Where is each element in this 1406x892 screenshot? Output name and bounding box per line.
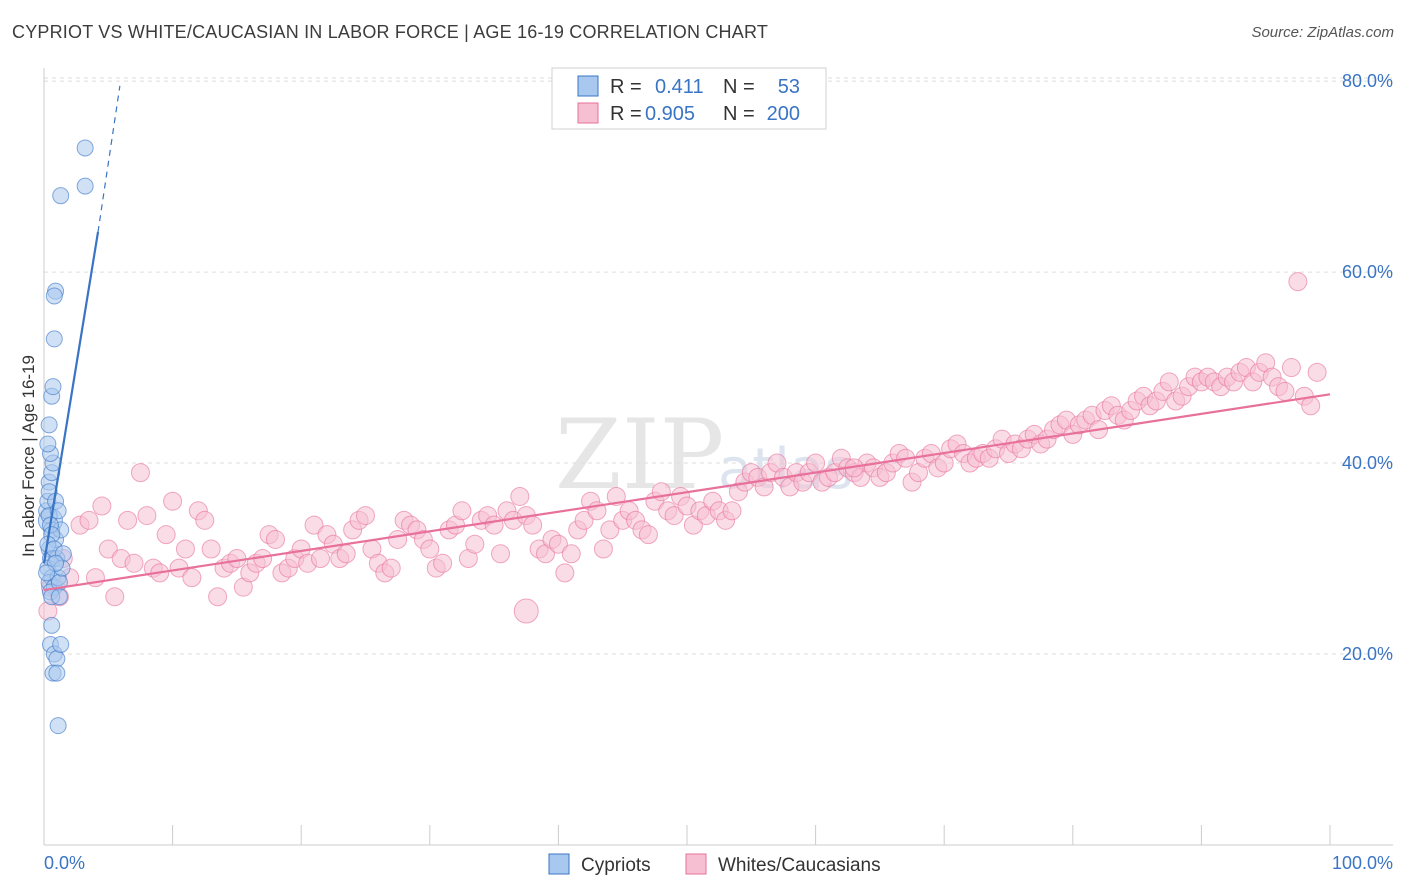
legend-r-value-cypriots: 0.411: [655, 76, 704, 98]
whites-point: [182, 568, 202, 588]
whites-point: [208, 587, 228, 607]
bottom-legend-whites: Whites/Caucasians: [718, 855, 881, 876]
whites-point: [356, 506, 375, 526]
whites-point: [1159, 372, 1179, 392]
cypriots-point: [45, 330, 63, 348]
cypriots-points: [37, 139, 94, 735]
whites-point: [510, 486, 530, 506]
whites-point: [137, 506, 157, 526]
whites-point: [555, 563, 575, 583]
trend-lines: [42, 85, 1331, 592]
cypriots-trend-line: [42, 231, 100, 564]
legend-n-value-whites: 200: [767, 103, 800, 125]
chart-title: CYPRIOT VS WHITE/CAUCASIAN IN LABOR FORC…: [12, 22, 769, 42]
cypriots-trend-extension: [97, 85, 121, 233]
y-tick-label-80: 80.0%: [1342, 71, 1393, 91]
cypriots-point: [49, 717, 67, 735]
cypriots-point: [45, 287, 63, 305]
whites-point: [561, 544, 581, 564]
whites-point: [491, 544, 511, 564]
whites-point: [304, 515, 324, 535]
whites-point: [1275, 381, 1295, 401]
whites-point: [574, 510, 594, 530]
top-legend: R = 0.411 N = 53 R = 0.905 N = 200: [551, 67, 827, 130]
legend-n-label-cypriots: N =: [723, 76, 755, 98]
x-tick-min: 0.0%: [44, 853, 85, 873]
cypriots-point: [44, 378, 62, 396]
x-tick-max: 100.0%: [1332, 853, 1393, 873]
whites-point: [722, 501, 742, 521]
whites-point: [600, 520, 620, 540]
legend-n-label-whites: N =: [723, 103, 755, 125]
bottom-legend-cypriots: Cypriots: [581, 855, 651, 876]
bottom-legend-swatch-cypriots: [548, 853, 570, 875]
cypriots-point: [39, 435, 57, 453]
cypriots-point: [52, 187, 70, 205]
cypriots-point: [48, 650, 66, 668]
whites-point: [79, 510, 99, 530]
whites-point: [130, 463, 150, 483]
cypriots-point: [52, 635, 70, 653]
whites-point: [593, 539, 613, 559]
whites-point: [118, 510, 138, 530]
y-axis-title: In Labor Force | Age 16-19: [19, 355, 38, 557]
legend-r-label-cypriots: R =: [610, 76, 642, 98]
whites-point: [1307, 362, 1327, 382]
whites-point: [664, 506, 684, 526]
whites-point: [163, 491, 183, 511]
whites-trend-line: [43, 393, 1331, 592]
whites-point: [513, 598, 539, 624]
whites-point: [452, 501, 472, 521]
whites-point: [1281, 358, 1301, 378]
whites-point: [548, 534, 568, 554]
whites-point: [420, 539, 440, 559]
source-label: Source: ZipAtlas.com: [1251, 24, 1394, 41]
whites-point: [606, 486, 626, 506]
cypriots-point: [76, 177, 94, 195]
watermark-main: ZIP: [555, 399, 724, 511]
whites-point: [265, 529, 285, 549]
cypriots-point: [48, 664, 66, 682]
whites-point: [388, 529, 408, 549]
whites-point: [195, 510, 215, 530]
y-tick-labels: 20.0% 40.0% 60.0% 80.0%: [1342, 71, 1393, 664]
y-tick-label-20: 20.0%: [1342, 644, 1393, 664]
whites-point: [92, 496, 112, 516]
cypriots-point: [50, 588, 68, 606]
whites-point: [201, 539, 221, 559]
legend-r-label-whites: R =: [610, 103, 642, 125]
bottom-legend: Cypriots Whites/Caucasians: [548, 853, 881, 876]
y-tick-label-40: 40.0%: [1342, 453, 1393, 473]
whites-point: [227, 549, 247, 569]
whites-point: [336, 544, 356, 564]
legend-swatch-cypriots: [577, 75, 599, 97]
cypriots-point: [43, 616, 61, 634]
whites-point: [156, 525, 176, 545]
whites-point: [484, 515, 504, 535]
legend-n-value-cypriots: 53: [778, 76, 800, 98]
whites-point: [465, 534, 485, 554]
whites-point: [124, 553, 144, 573]
whites-point: [806, 453, 826, 473]
y-tick-label-60: 60.0%: [1342, 262, 1393, 282]
cypriots-point: [76, 139, 94, 157]
whites-point: [175, 539, 195, 559]
legend-r-value-whites: 0.905: [645, 103, 695, 125]
cypriots-point: [40, 416, 58, 434]
bottom-legend-swatch-whites: [685, 853, 707, 875]
whites-point: [1301, 396, 1321, 416]
whites-point: [105, 587, 125, 607]
whites-point: [638, 525, 658, 545]
whites-point: [433, 553, 453, 573]
legend-swatch-whites: [577, 102, 599, 124]
whites-point: [523, 515, 543, 535]
whites-point: [98, 539, 118, 559]
whites-point: [1288, 272, 1308, 292]
cypriots-point: [38, 564, 56, 582]
whites-point: [381, 558, 401, 578]
whites-point: [310, 549, 330, 569]
